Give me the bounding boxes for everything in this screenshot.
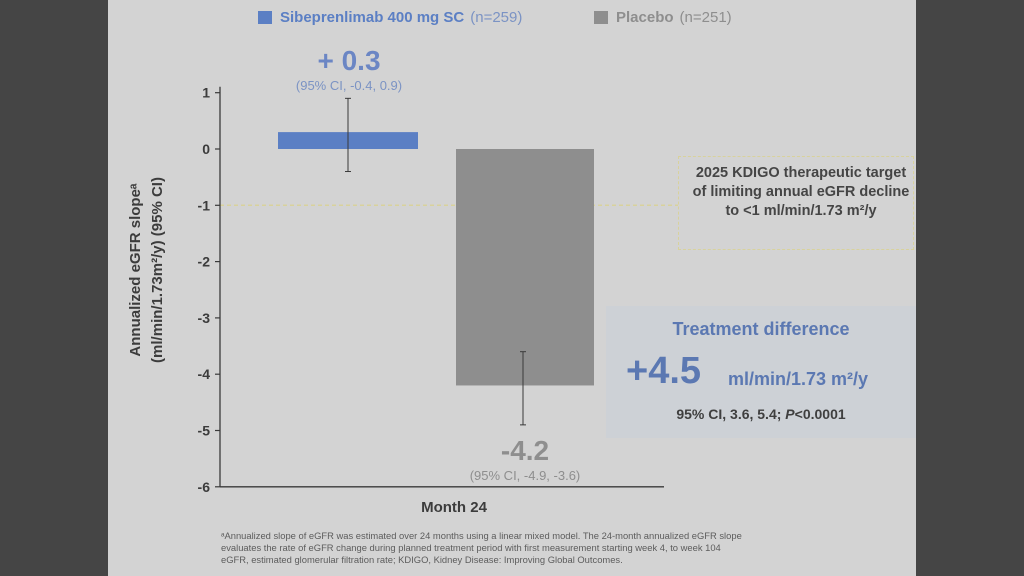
legend-swatch-placebo	[594, 10, 608, 24]
y-tick-label-0: 1	[202, 85, 210, 101]
legend-item-placebo: Placebo (n=251)	[594, 6, 732, 28]
footnote-line-2: evaluates the rate of eGFR change during…	[221, 542, 721, 553]
bar-1	[456, 149, 594, 386]
legend-item-sibeprenlimab: Sibeprenlimab 400 mg SC (n=259)	[258, 6, 522, 28]
y-tick-label-3: -2	[198, 254, 211, 270]
x-axis-label: Month 24	[421, 499, 487, 516]
legend-n-sibeprenlimab: (n=259)	[470, 8, 523, 26]
treatment-difference-ci-text: 95% CI, 3.6, 5.4;	[676, 406, 786, 422]
y-tick-label-2: -1	[198, 197, 211, 213]
legend-swatch-sibeprenlimab	[258, 10, 272, 24]
footnote: ᵃAnnualized slope of eGFR was estimated …	[221, 530, 901, 566]
legend-label-placebo: Placebo	[616, 8, 674, 26]
slide: Sibeprenlimab 400 mg SC (n=259) Placebo …	[108, 0, 916, 576]
kdigo-target-box: 2025 KDIGO therapeutic target of limitin…	[678, 156, 914, 250]
legend-label-sibeprenlimab: Sibeprenlimab 400 mg SC	[280, 8, 465, 26]
value-label-sibeprenlimab: + 0.3	[317, 45, 380, 76]
ci-label-placebo: (95% CI, -4.9, -3.6)	[470, 468, 581, 483]
p-value: <0.0001	[794, 406, 846, 422]
treatment-difference-value: +4.5	[626, 350, 702, 392]
y-axis-label-line2: (ml/min/1.73m²/y) (95% CI)	[149, 177, 166, 363]
treatment-difference-title: Treatment difference	[672, 319, 850, 339]
y-tick-label-4: -3	[198, 310, 211, 326]
legend-n-placebo: (n=251)	[679, 8, 732, 26]
footnote-line-1: ᵃAnnualized slope of eGFR was estimated …	[221, 530, 742, 541]
p-label: P	[785, 406, 795, 422]
footnote-line-3: eGFR, estimated glomerular filtration ra…	[221, 554, 623, 565]
treatment-difference-ci: 95% CI, 3.6, 5.4; P<0.0001	[606, 406, 916, 422]
y-tick-label-1: 0	[202, 141, 210, 157]
kdigo-target-text: 2025 KDIGO therapeutic target of limitin…	[692, 165, 910, 219]
ci-label-sibeprenlimab: (95% CI, -0.4, 0.9)	[296, 78, 402, 93]
y-tick-label-6: -5	[198, 423, 211, 439]
chart: 1 0 -1 -2 -3 -4 -5 -6 + 0.3 (95% CI, -0.4, 0.9) -…	[127, 45, 678, 516]
y-tick-label-5: -4	[198, 366, 211, 382]
treatment-difference-box: Treatment difference +4.5 ml/min/1.73 m²…	[606, 306, 916, 438]
y-axis-label-line1: Annualized eGFR slopeᵃ	[127, 183, 144, 357]
value-label-placebo: -4.2	[501, 435, 549, 466]
treatment-difference-unit: ml/min/1.73 m²/y	[728, 369, 869, 389]
y-tick-label-7: -6	[198, 479, 211, 495]
